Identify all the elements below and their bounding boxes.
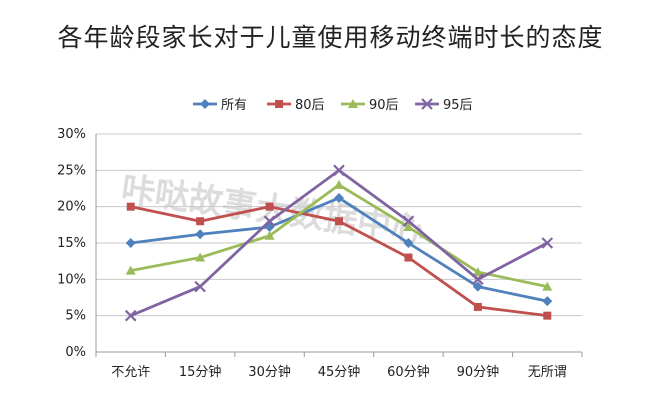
data-point [124,309,137,322]
data-point [125,265,136,275]
data-point [263,215,276,227]
legend-label: 90后 [369,98,399,113]
data-point [195,252,206,262]
y-tick-label: 10% [57,272,86,287]
data-point [473,302,482,311]
data-point [403,238,414,248]
data-point [264,230,275,240]
legend-item: 90后 [341,98,399,113]
data-point [196,217,205,226]
y-tick-label: 25% [57,163,86,178]
legend-swatch-marker [275,100,283,108]
data-point [541,237,554,249]
data-point [472,281,483,292]
data-point [402,215,415,227]
series-80后 [126,202,552,320]
legend-swatch-marker [348,99,358,108]
legend-item: 80后 [267,98,325,113]
x-tick-label: 60分钟 [387,364,430,380]
legend-label: 95后 [443,98,473,113]
data-point [404,253,413,262]
x-tick-label: 30分钟 [248,364,291,380]
legend-swatch-marker [421,98,433,110]
x-tick-label: 无所谓 [528,365,567,380]
data-point [194,280,206,293]
x-tick-label: 15分钟 [179,364,222,380]
y-tick-label: 5% [65,309,86,324]
data-point [126,202,135,211]
data-point [334,192,344,203]
legend-label: 80后 [295,98,325,113]
legend-item: 95后 [415,98,473,113]
series-95后 [124,164,554,322]
data-point [195,229,206,240]
data-point [472,267,483,277]
chart-title: 各年龄段家长对于儿童使用移动终端时长的态度 [57,23,604,52]
y-tick-label: 20% [57,200,86,215]
data-point [403,222,414,232]
data-point [542,281,553,291]
data-point [265,202,274,211]
data-point [543,311,552,320]
data-point [125,238,136,248]
legend-item: 所有 [193,98,247,113]
data-point [334,179,344,189]
data-point [472,273,484,286]
data-point [335,217,343,226]
series-90后 [125,179,553,291]
legend-swatch-marker [200,99,210,109]
y-tick-label: 0% [65,345,86,360]
data-point [333,164,345,177]
y-tick-label: 15% [57,236,86,251]
data-point [542,296,553,307]
x-tick-label: 不允许 [111,364,150,380]
y-tick-label: 30% [57,127,86,142]
legend-label: 所有 [221,98,247,113]
x-tick-label: 45分钟 [318,364,361,380]
x-tick-label: 90分钟 [457,364,500,380]
